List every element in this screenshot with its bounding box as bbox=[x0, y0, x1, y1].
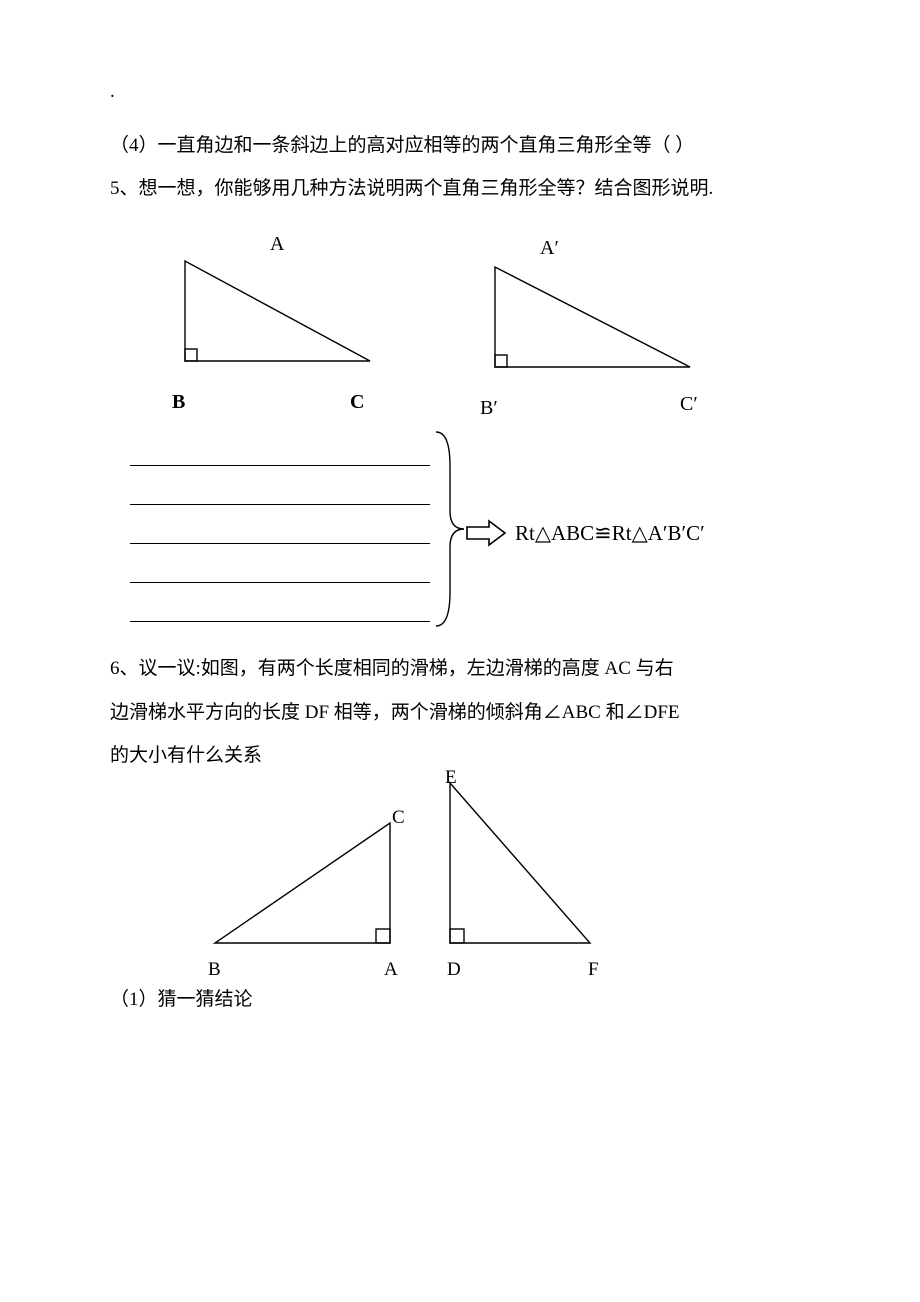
triangle-abc-prime bbox=[495, 267, 690, 367]
label-a: A bbox=[270, 221, 284, 267]
label-b: B bbox=[172, 379, 185, 425]
slides-figure: B A C D E F bbox=[170, 768, 670, 978]
right-angle-mark-bac bbox=[376, 929, 390, 943]
blank-lines-group bbox=[130, 431, 430, 626]
question-5: 5、想一想，你能够用几种方法说明两个直角三角形全等？结合图形说明. bbox=[110, 167, 810, 211]
label-c: C bbox=[350, 379, 364, 425]
congruence-result: Rt△ABC≌Rt△A′B′C′ bbox=[515, 509, 705, 557]
triangle-bac bbox=[215, 823, 390, 943]
label-e-fig6: E bbox=[445, 756, 457, 800]
label-d-fig6: D bbox=[447, 948, 461, 992]
right-angle-mark-abc bbox=[185, 349, 197, 361]
triangle-abc-prime-svg bbox=[480, 257, 720, 387]
triangle-def bbox=[450, 783, 590, 943]
triangle-abc-svg bbox=[170, 251, 400, 381]
blank-line-5 bbox=[130, 587, 430, 622]
blank-line-4 bbox=[130, 548, 430, 583]
blank-line-2 bbox=[130, 470, 430, 505]
blank-line-3 bbox=[130, 509, 430, 544]
implies-arrow-box bbox=[465, 519, 509, 564]
question-4: （4）一直角边和一条斜边上的高对应相等的两个直角三角形全等（ ） bbox=[110, 124, 810, 168]
blank-line-1 bbox=[130, 431, 430, 466]
label-a-fig6: A bbox=[384, 948, 398, 992]
question-6-line-3: 的大小有什么关系 bbox=[110, 745, 262, 766]
label-b-fig6: B bbox=[208, 948, 221, 992]
right-angle-mark-def bbox=[450, 929, 464, 943]
triangle-abc bbox=[185, 261, 370, 361]
label-a-prime: A′ bbox=[540, 225, 559, 271]
curly-bracket bbox=[436, 432, 464, 626]
triangle-pair-figure: A B C A′ B′ C′ bbox=[110, 221, 810, 421]
implies-arrow-svg bbox=[465, 519, 509, 547]
leading-dot: . bbox=[110, 70, 810, 114]
curly-bracket-svg bbox=[430, 426, 470, 636]
label-c-fig6: C bbox=[392, 796, 405, 840]
label-b-prime: B′ bbox=[480, 385, 498, 431]
slides-svg bbox=[170, 768, 670, 978]
question-6-line-1: 6、议一议:如图，有两个长度相同的滑梯，左边滑梯的高度 AC 与右 bbox=[110, 647, 810, 691]
page: . （4）一直角边和一条斜边上的高对应相等的两个直角三角形全等（ ） 5、想一想… bbox=[0, 0, 920, 1302]
right-angle-mark-abc-prime bbox=[495, 355, 507, 367]
congruence-derivation-figure: Rt△ABC≌Rt△A′B′C′ bbox=[110, 431, 810, 641]
implies-arrow bbox=[467, 521, 505, 545]
question-6-line-2: 边滑梯水平方向的长度 DF 相等，两个滑梯的倾斜角∠ABC 和∠DFE bbox=[110, 691, 810, 735]
label-f-fig6: F bbox=[588, 948, 599, 992]
label-c-prime: C′ bbox=[680, 381, 698, 427]
